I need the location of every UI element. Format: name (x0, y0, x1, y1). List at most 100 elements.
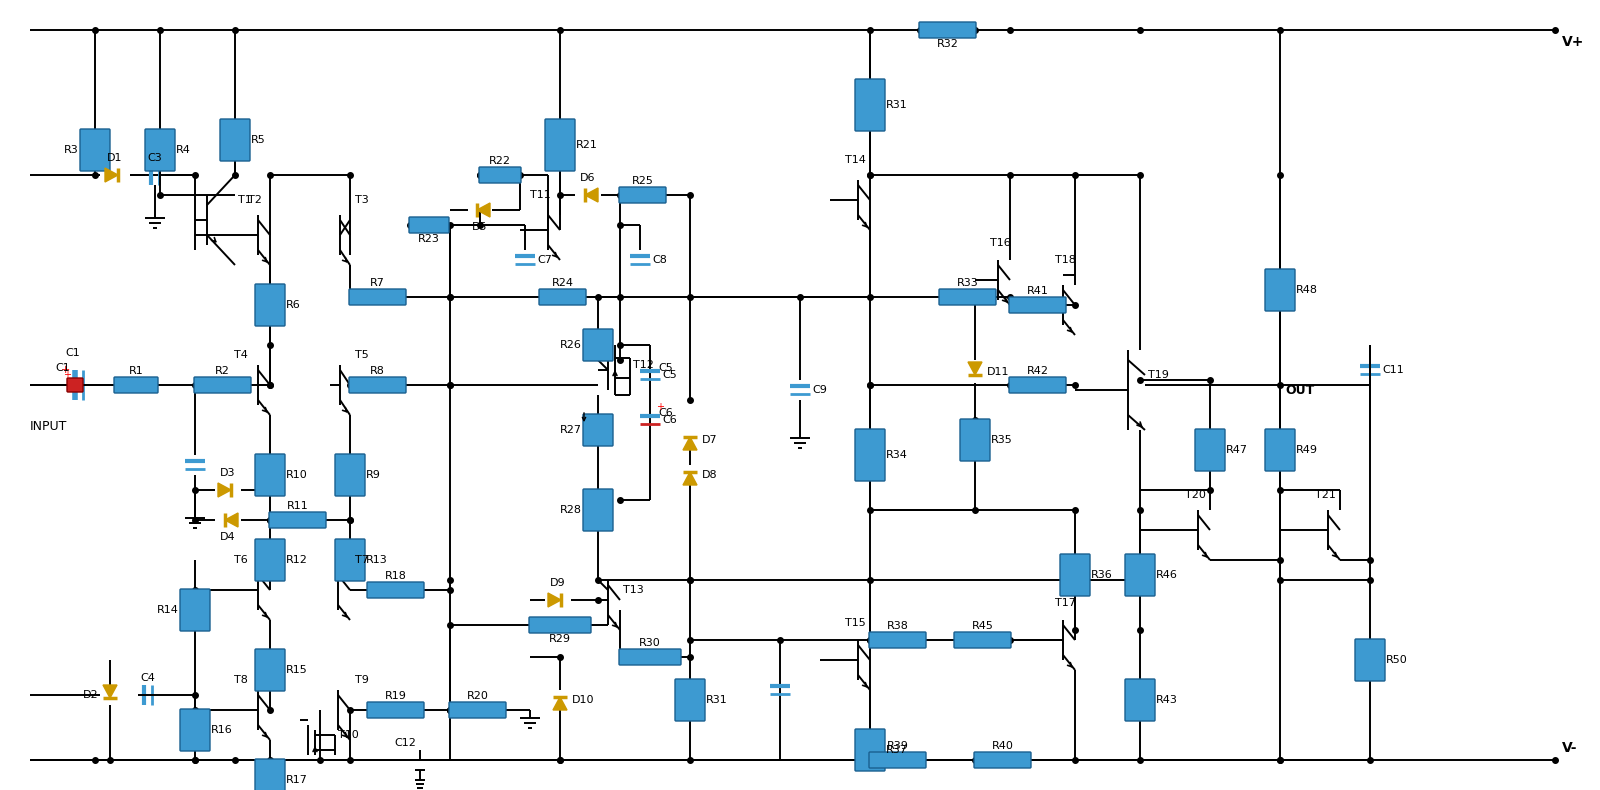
FancyBboxPatch shape (410, 217, 450, 233)
Text: D8: D8 (702, 470, 718, 480)
FancyBboxPatch shape (675, 679, 706, 721)
Text: R6: R6 (286, 300, 301, 310)
FancyBboxPatch shape (366, 582, 424, 598)
Text: T15: T15 (845, 618, 866, 628)
Text: C1: C1 (56, 363, 70, 373)
Text: T14: T14 (845, 155, 866, 165)
Text: C11: C11 (1382, 365, 1403, 375)
Text: C3: C3 (147, 153, 162, 163)
Text: T2: T2 (248, 195, 262, 205)
Text: D7: D7 (702, 435, 718, 445)
Text: C6: C6 (662, 415, 677, 425)
Text: R29: R29 (549, 634, 571, 644)
FancyBboxPatch shape (67, 378, 83, 392)
Text: R23: R23 (418, 234, 440, 244)
Polygon shape (226, 513, 238, 527)
Text: T3: T3 (355, 195, 368, 205)
Text: R43: R43 (1155, 695, 1178, 705)
Text: R12: R12 (286, 555, 307, 565)
Text: T12: T12 (634, 360, 654, 370)
Text: R20: R20 (467, 691, 488, 701)
Text: R41: R41 (1027, 286, 1048, 296)
Text: R8: R8 (370, 366, 386, 376)
FancyBboxPatch shape (1355, 639, 1386, 681)
Text: C7: C7 (538, 255, 552, 265)
Text: R18: R18 (384, 571, 406, 581)
FancyBboxPatch shape (254, 759, 285, 790)
FancyBboxPatch shape (1266, 269, 1294, 311)
Text: T20: T20 (1184, 490, 1205, 500)
FancyBboxPatch shape (334, 454, 365, 496)
Text: R17: R17 (286, 775, 307, 785)
Text: R42: R42 (1027, 366, 1048, 376)
Text: R31: R31 (706, 695, 728, 705)
FancyBboxPatch shape (254, 284, 285, 326)
Text: D10: D10 (573, 695, 595, 705)
FancyBboxPatch shape (960, 419, 990, 461)
FancyBboxPatch shape (349, 377, 406, 393)
Polygon shape (106, 168, 118, 182)
Text: V+: V+ (1562, 35, 1584, 49)
Text: R46: R46 (1155, 570, 1178, 580)
FancyBboxPatch shape (974, 752, 1030, 768)
FancyBboxPatch shape (869, 752, 926, 768)
Polygon shape (549, 593, 562, 607)
Text: T7: T7 (355, 555, 370, 565)
FancyBboxPatch shape (181, 589, 210, 631)
FancyBboxPatch shape (1010, 297, 1066, 313)
Polygon shape (683, 472, 698, 485)
Text: T4: T4 (234, 350, 248, 360)
Text: T21: T21 (1315, 490, 1336, 500)
Text: D4: D4 (221, 532, 235, 542)
Text: R39: R39 (886, 741, 909, 751)
Text: R9: R9 (366, 470, 381, 480)
Text: C12: C12 (394, 738, 416, 748)
Text: D11: D11 (987, 367, 1010, 377)
Text: C5: C5 (662, 370, 677, 380)
Text: T6: T6 (234, 555, 248, 565)
FancyBboxPatch shape (939, 289, 995, 305)
Text: +: + (62, 370, 70, 380)
FancyBboxPatch shape (619, 187, 666, 203)
Polygon shape (102, 685, 117, 698)
FancyBboxPatch shape (1195, 429, 1226, 471)
Text: D9: D9 (550, 578, 566, 588)
Text: R50: R50 (1386, 655, 1408, 665)
Text: OUT: OUT (1285, 383, 1314, 397)
Text: +: + (656, 402, 664, 412)
FancyBboxPatch shape (80, 129, 110, 171)
Text: R38: R38 (886, 621, 909, 631)
FancyBboxPatch shape (366, 702, 424, 718)
FancyBboxPatch shape (546, 119, 574, 171)
FancyBboxPatch shape (1266, 429, 1294, 471)
Polygon shape (218, 483, 230, 497)
Text: R25: R25 (632, 176, 653, 186)
Text: R47: R47 (1226, 445, 1248, 455)
FancyBboxPatch shape (450, 702, 506, 718)
Text: R7: R7 (370, 278, 386, 288)
Text: C8: C8 (653, 255, 667, 265)
Text: R36: R36 (1091, 570, 1112, 580)
FancyBboxPatch shape (1125, 679, 1155, 721)
FancyBboxPatch shape (269, 512, 326, 528)
Text: R28: R28 (560, 505, 582, 515)
Text: R19: R19 (384, 691, 406, 701)
Text: R2: R2 (214, 366, 230, 376)
Text: R45: R45 (971, 621, 994, 631)
FancyBboxPatch shape (582, 414, 613, 446)
Text: INPUT: INPUT (30, 420, 67, 433)
Text: R5: R5 (251, 135, 266, 145)
FancyBboxPatch shape (869, 632, 926, 648)
Text: D5: D5 (472, 222, 488, 232)
Text: R35: R35 (990, 435, 1013, 445)
FancyBboxPatch shape (619, 649, 682, 665)
Text: R1: R1 (128, 366, 144, 376)
Polygon shape (554, 697, 566, 710)
Polygon shape (586, 188, 598, 202)
Text: R40: R40 (992, 741, 1013, 751)
Text: V-: V- (1562, 741, 1578, 755)
FancyBboxPatch shape (221, 119, 250, 161)
Polygon shape (477, 203, 490, 217)
FancyBboxPatch shape (1010, 377, 1066, 393)
Text: R30: R30 (638, 638, 661, 648)
